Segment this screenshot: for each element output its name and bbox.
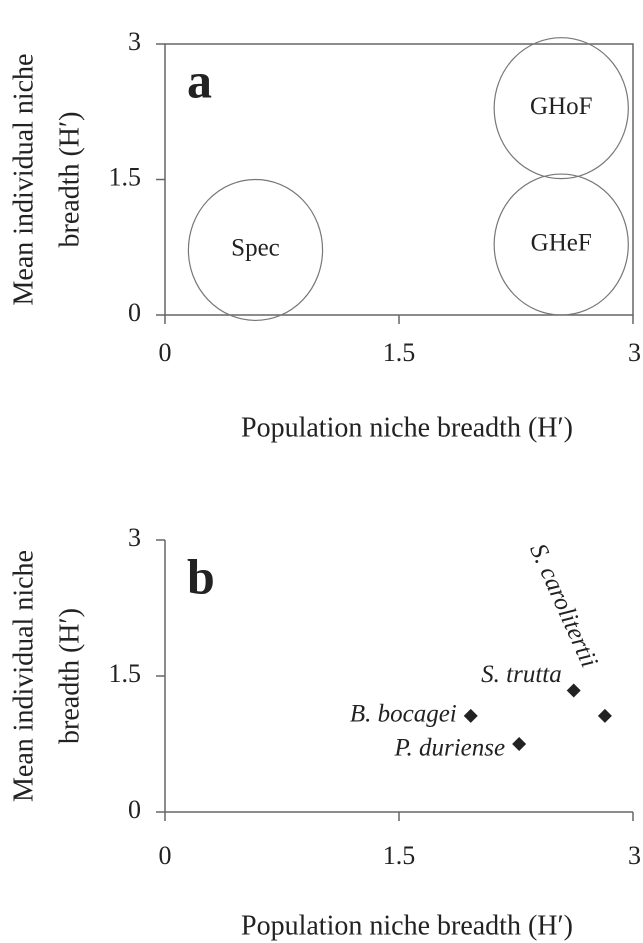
y-tick-label: 0 bbox=[128, 795, 141, 824]
y-tick-label: 0 bbox=[128, 298, 141, 327]
x-axis-label: Population niche breadth (H′) bbox=[241, 412, 573, 443]
point bbox=[512, 737, 527, 751]
y-axis-label: Mean individual niche bbox=[8, 550, 39, 802]
x-tick-label: 3 bbox=[628, 338, 641, 367]
region-label: GHeF bbox=[531, 229, 592, 256]
x-tick-label: 3 bbox=[628, 841, 641, 870]
region bbox=[493, 173, 629, 316]
x-tick-label: 1.5 bbox=[383, 338, 416, 367]
y-tick-label: 3 bbox=[128, 27, 141, 56]
panel-label: b bbox=[187, 548, 215, 604]
y-axis-label: breadth (H′) bbox=[54, 608, 85, 744]
region-label: GHoF bbox=[530, 93, 593, 120]
panel: 0 1.5 3 0 1.5 3 Population niche breadth (H′) M… bbox=[8, 27, 641, 443]
point bbox=[566, 683, 581, 698]
region bbox=[187, 178, 324, 322]
y-axis-label: Mean individual niche bbox=[8, 54, 39, 306]
x-tick-label: 1.5 bbox=[383, 841, 416, 870]
y-tick-label: 3 bbox=[128, 523, 141, 552]
point-label: P. duriense bbox=[393, 735, 505, 762]
panel-label: a bbox=[187, 52, 212, 108]
y-tick-label: 1.5 bbox=[109, 162, 142, 191]
point-label: S. carolitertii bbox=[524, 540, 603, 672]
point bbox=[597, 708, 612, 723]
point-label: S. trutta bbox=[481, 661, 562, 688]
panel: 0 1.5 3 0 1.5 3 Population niche breadth (H′) M… bbox=[8, 523, 641, 941]
region-label: Spec bbox=[231, 235, 280, 262]
x-tick-label: 0 bbox=[159, 841, 172, 870]
y-tick-label: 1.5 bbox=[109, 659, 142, 688]
point bbox=[463, 708, 478, 723]
x-axis-label: Population niche breadth (H′) bbox=[241, 910, 573, 941]
point-label: B. bocagei bbox=[350, 701, 457, 728]
y-axis-label: breadth (H′) bbox=[54, 112, 85, 248]
region bbox=[493, 37, 629, 180]
x-tick-label: 0 bbox=[159, 338, 172, 367]
plot-frame bbox=[164, 43, 634, 316]
